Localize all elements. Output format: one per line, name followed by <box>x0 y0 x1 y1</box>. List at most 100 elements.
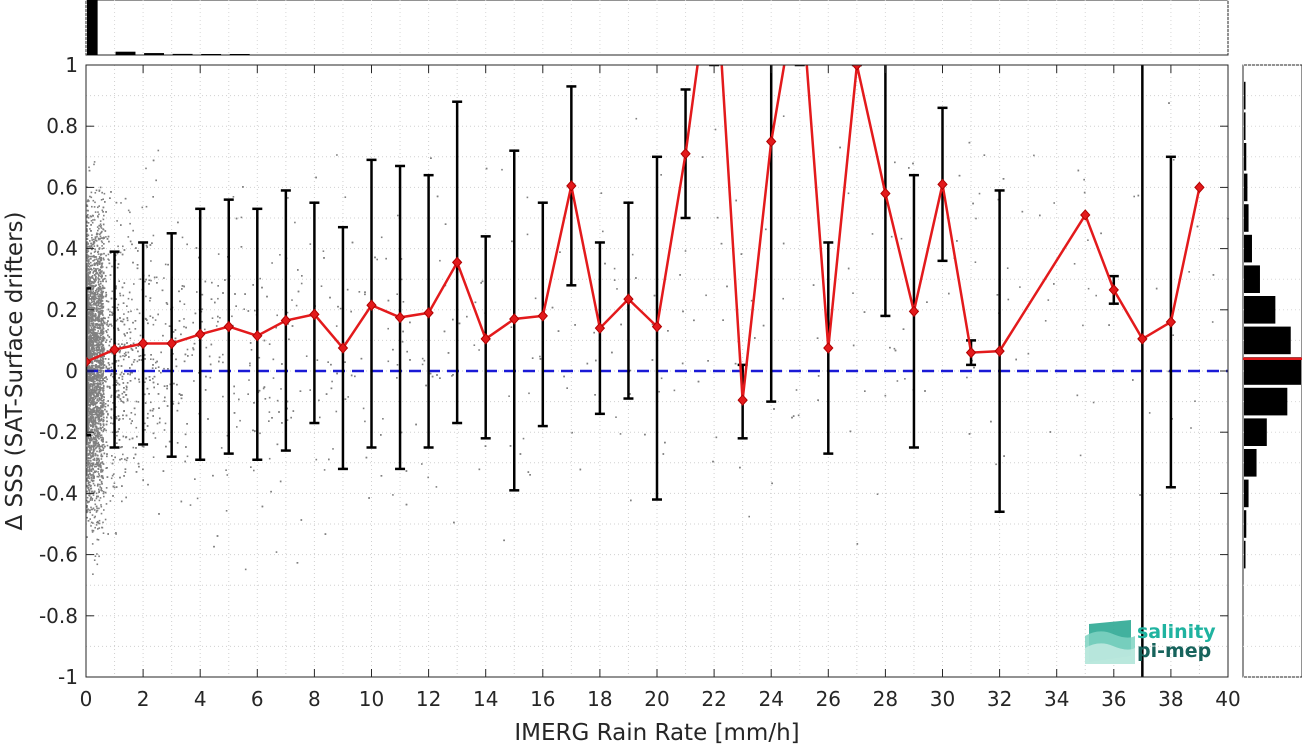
scatter-point <box>93 559 96 561</box>
scatter-point <box>94 465 96 468</box>
scatter-point <box>149 297 152 299</box>
scatter-point <box>95 387 98 389</box>
scatter-point <box>105 376 107 378</box>
scatter-point <box>88 355 90 357</box>
scatter-point <box>100 449 103 452</box>
scatter-point <box>102 355 105 357</box>
scatter-point <box>91 497 94 500</box>
scatter-point <box>294 221 296 224</box>
scatter-point <box>107 325 110 327</box>
scatter-point <box>380 475 383 477</box>
scatter-point <box>98 416 101 419</box>
scatter-point <box>86 352 89 354</box>
scatter-point <box>98 464 100 467</box>
scatter-point <box>88 392 90 394</box>
scatter-point <box>128 438 131 441</box>
scatter-point <box>103 247 105 249</box>
scatter-point <box>102 438 104 441</box>
scatter-point <box>87 476 89 478</box>
scatter-point <box>144 393 146 396</box>
scatter-point <box>100 266 103 269</box>
scatter-point <box>90 220 93 222</box>
scatter-point <box>95 379 98 382</box>
scatter-point <box>94 291 97 294</box>
scatter-point <box>98 332 100 335</box>
scatter-point <box>103 396 105 398</box>
scatter-point <box>667 330 669 332</box>
scatter-point <box>1196 225 1199 228</box>
scatter-point <box>86 439 88 442</box>
scatter-point <box>87 487 89 490</box>
scatter-point <box>86 306 89 308</box>
scatter-point <box>87 305 90 307</box>
scatter-point <box>179 300 181 303</box>
scatter-point <box>106 238 109 240</box>
scatter-point <box>123 391 126 394</box>
scatter-point <box>117 309 119 311</box>
scatter-point <box>87 276 90 279</box>
scatter-point <box>86 457 89 459</box>
scatter-point <box>330 363 332 366</box>
scatter-point <box>876 493 879 495</box>
scatter-point <box>217 297 219 300</box>
scatter-point <box>90 340 92 343</box>
scatter-point <box>88 200 90 202</box>
scatter-point <box>95 335 98 338</box>
scatter-point <box>325 393 328 395</box>
scatter-point <box>94 256 97 258</box>
scatter-point <box>99 389 102 391</box>
scatter-point <box>93 300 95 303</box>
scatter-point <box>98 258 100 260</box>
scatter-point <box>96 226 99 228</box>
scatter-point <box>87 216 90 219</box>
scatter-point <box>100 277 103 279</box>
scatter-point <box>98 263 101 265</box>
scatter-point <box>118 439 121 441</box>
scatter-point <box>116 306 119 309</box>
scatter-point <box>89 240 91 242</box>
scatter-point <box>280 388 282 390</box>
scatter-point <box>551 306 554 309</box>
scatter-point <box>184 460 186 463</box>
scatter-point <box>98 296 100 298</box>
scatter-point <box>101 436 103 439</box>
scatter-point <box>236 426 238 428</box>
scatter-point <box>95 296 97 298</box>
scatter-point <box>97 283 100 286</box>
scatter-point <box>93 475 95 478</box>
scatter-point <box>115 417 118 420</box>
scatter-point <box>99 382 102 384</box>
scatter-point <box>98 377 100 379</box>
scatter-point <box>172 353 174 355</box>
scatter-point <box>93 395 95 397</box>
scatter-point <box>97 300 100 303</box>
scatter-point <box>264 398 267 400</box>
scatter-point <box>99 310 102 313</box>
scatter-point <box>138 355 140 358</box>
scatter-point <box>86 276 88 278</box>
scatter-point <box>86 451 88 454</box>
scatter-point <box>91 425 94 428</box>
scatter-point <box>86 259 88 262</box>
scatter-point <box>217 320 219 323</box>
scatter-point <box>87 397 89 399</box>
scatter-point <box>309 243 312 245</box>
scatter-point <box>102 286 105 289</box>
scatter-point <box>95 239 98 242</box>
scatter-point <box>102 389 105 392</box>
scatter-point <box>139 334 142 337</box>
scatter-point <box>98 287 101 290</box>
scatter-point <box>124 471 127 473</box>
scatter-point <box>91 410 93 412</box>
scatter-point <box>96 410 98 412</box>
scatter-point <box>473 344 476 346</box>
scatter-point <box>86 454 88 456</box>
scatter-point <box>136 264 139 266</box>
scatter-point <box>93 403 95 405</box>
scatter-point <box>97 393 99 395</box>
scatter-point <box>194 478 196 480</box>
scatter-point <box>186 423 188 425</box>
scatter-point <box>152 196 154 198</box>
scatter-point <box>86 471 88 473</box>
scatter-point <box>682 310 684 313</box>
